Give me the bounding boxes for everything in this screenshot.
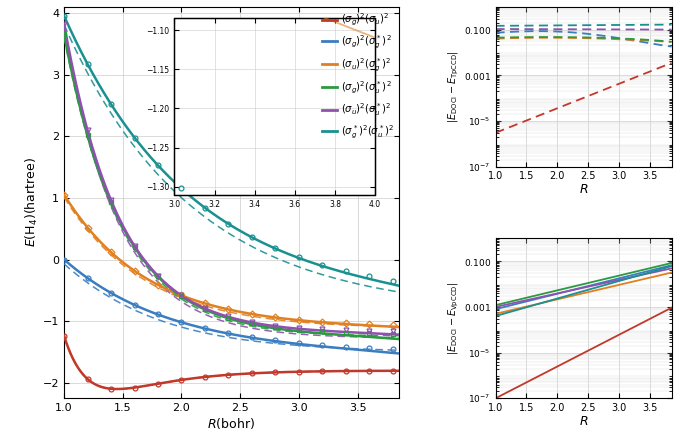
X-axis label: $R$: $R$ [579, 415, 589, 428]
X-axis label: $R$(bohr): $R$(bohr) [207, 416, 255, 431]
Legend: $(\sigma_g)^2(\sigma_u)^2$, $(\sigma_g)^2(\sigma_g^*)^2$, $(\sigma_u)^2(\sigma_g: $(\sigma_g)^2(\sigma_u)^2$, $(\sigma_g)^… [321, 12, 394, 141]
X-axis label: $R$: $R$ [579, 183, 589, 196]
Y-axis label: $|E_\mathrm{DOCI} - E_\mathrm{VpCCD}|$: $|E_\mathrm{DOCI} - E_\mathrm{VpCCD}|$ [446, 282, 461, 355]
Y-axis label: $|E_\mathrm{DOCI} - E_\mathrm{TpCCD}|$: $|E_\mathrm{DOCI} - E_\mathrm{TpCCD}|$ [446, 50, 461, 123]
Y-axis label: $E(\mathrm{H}_4)$(hartree): $E(\mathrm{H}_4)$(hartree) [24, 158, 40, 247]
